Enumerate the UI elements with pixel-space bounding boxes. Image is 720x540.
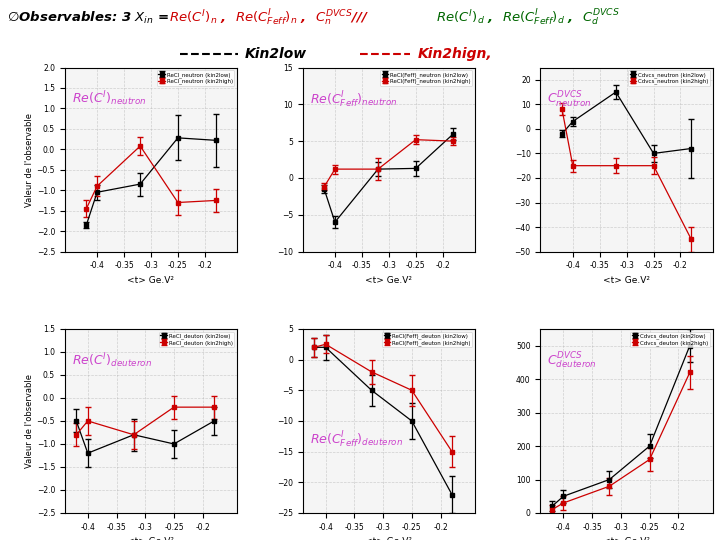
Text: Kin2hign,: Kin2hign, — [418, 47, 492, 61]
Text: Kin2low: Kin2low — [245, 47, 307, 61]
Text: $Re(C^I_{Feff})_{neutron}$: $Re(C^I_{Feff})_{neutron}$ — [310, 90, 397, 110]
X-axis label: <t> Ge.V²: <t> Ge.V² — [127, 276, 174, 285]
Text: $\varnothing$Observables: 3 $X_{in}$ =: $\varnothing$Observables: 3 $X_{in}$ = — [7, 10, 171, 26]
Y-axis label: Valeur de l'observable: Valeur de l'observable — [24, 112, 34, 206]
Legend: Cdvcs_deuton (kin2low), Cdvcs_deuton (kin2high): Cdvcs_deuton (kin2low), Cdvcs_deuton (ki… — [630, 332, 710, 347]
Text: $Re(C^I)_d$ ,  $Re(C^I_{Feff})_d$ ,  $C_d^{DVCS}$: $Re(C^I)_d$ , $Re(C^I_{Feff})_d$ , $C_d^… — [436, 8, 619, 29]
X-axis label: <t> Ge.V²: <t> Ge.V² — [603, 276, 650, 285]
Text: $Re(C^I)_n$ ,  $Re(C^I_{Feff})_n$ ,  $C_n^{DVCS}$///: $Re(C^I)_n$ , $Re(C^I_{Feff})_n$ , $C_n^… — [169, 8, 369, 29]
X-axis label: <t> Ge.V²: <t> Ge.V² — [127, 537, 174, 540]
Legend: ReCl_neutron (kin2low), ReCl_neutron (kin2high): ReCl_neutron (kin2low), ReCl_neutron (ki… — [156, 70, 235, 86]
Text: $Re(C^I)_{deuteron}$: $Re(C^I)_{deuteron}$ — [72, 351, 152, 370]
Text: $Re(C^I_{Feff})_{deuteron}$: $Re(C^I_{Feff})_{deuteron}$ — [310, 430, 402, 450]
Legend: Cdvcs_neutron (kin2low), Cdvcs_neutron (kin2high): Cdvcs_neutron (kin2low), Cdvcs_neutron (… — [628, 70, 710, 86]
Legend: ReCl(Feff)_neutron (kin2low), ReCl(Feff)_neutron (kin2high): ReCl(Feff)_neutron (kin2low), ReCl(Feff)… — [380, 70, 472, 86]
Text: $C^{DVCS}_{neutron}$: $C^{DVCS}_{neutron}$ — [547, 90, 592, 110]
X-axis label: <t> Ge.V²: <t> Ge.V² — [365, 276, 413, 285]
Y-axis label: Valeur de l'observable: Valeur de l'observable — [24, 374, 34, 468]
Text: $C^{DVCS}_{deuteron}$: $C^{DVCS}_{deuteron}$ — [547, 351, 598, 372]
Legend: ReCl(Feff)_deuton (kin2low), ReCl(Feff)_deuton (kin2high): ReCl(Feff)_deuton (kin2low), ReCl(Feff)_… — [382, 332, 472, 347]
Legend: ReCl_deuton (kin2low), ReCl_deuton (kin2high): ReCl_deuton (kin2low), ReCl_deuton (kin2… — [158, 332, 235, 347]
X-axis label: <t> Ge.V²: <t> Ge.V² — [603, 537, 650, 540]
X-axis label: <t> Ge.V²: <t> Ge.V² — [365, 537, 413, 540]
Text: $Re(C^I)_{neutron}$: $Re(C^I)_{neutron}$ — [72, 90, 146, 109]
